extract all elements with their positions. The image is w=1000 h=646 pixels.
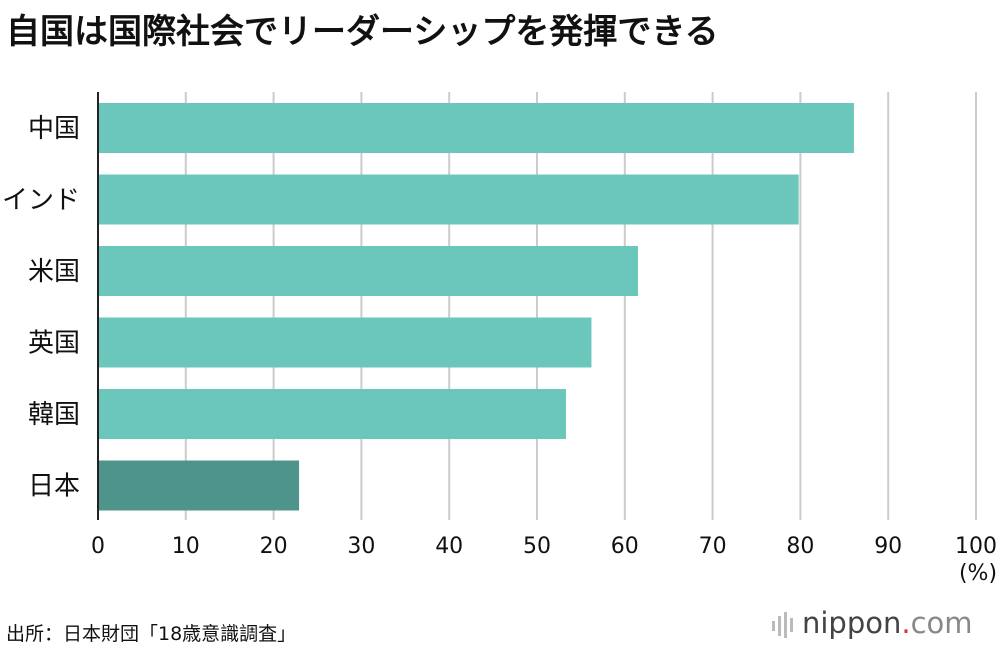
chart-title: 自国は国際社会でリーダーシップを発揮できる [6, 12, 719, 52]
bar-2 [98, 246, 638, 296]
x-tick-label: 80 [786, 534, 814, 559]
x-tick-label: 40 [435, 534, 463, 559]
category-label: 中国 [28, 114, 80, 144]
x-tick-label: 100 [955, 534, 997, 559]
brand-bars-icon [772, 612, 793, 638]
grid-lines [184, 92, 977, 520]
x-tick-label: 20 [260, 534, 288, 559]
category-label: 韓国 [28, 400, 80, 430]
unit-label: (%) [959, 561, 997, 586]
category-label: 米国 [28, 257, 80, 287]
x-tick-labels: 0 10 20 30 40 50 60 70 80 90 100 [91, 534, 997, 559]
x-tick-label: 60 [611, 534, 639, 559]
category-label: インド [2, 186, 80, 216]
x-tick-label: 10 [172, 534, 200, 559]
x-tick-label: 50 [523, 534, 551, 559]
category-label: 日本 [28, 472, 80, 502]
bar-5 [98, 460, 300, 511]
bar-4 [98, 389, 566, 439]
category-label: 英国 [28, 329, 80, 359]
source-note: 出所：日本財団「18歳意識調査」 [6, 623, 297, 645]
bars [98, 103, 854, 511]
brand-name: nippon [802, 606, 902, 640]
x-tick-label: 0 [91, 534, 105, 559]
x-tick-label: 30 [347, 534, 375, 559]
x-tick-label: 70 [699, 534, 727, 559]
brand-logo: nippon.com [772, 606, 973, 640]
bar-1 [98, 174, 799, 225]
brand-dot: . [901, 606, 911, 640]
bar-3 [98, 317, 592, 368]
brand-domain: com [910, 606, 973, 640]
x-tick-label: 90 [874, 534, 902, 559]
bar-0 [98, 103, 854, 153]
